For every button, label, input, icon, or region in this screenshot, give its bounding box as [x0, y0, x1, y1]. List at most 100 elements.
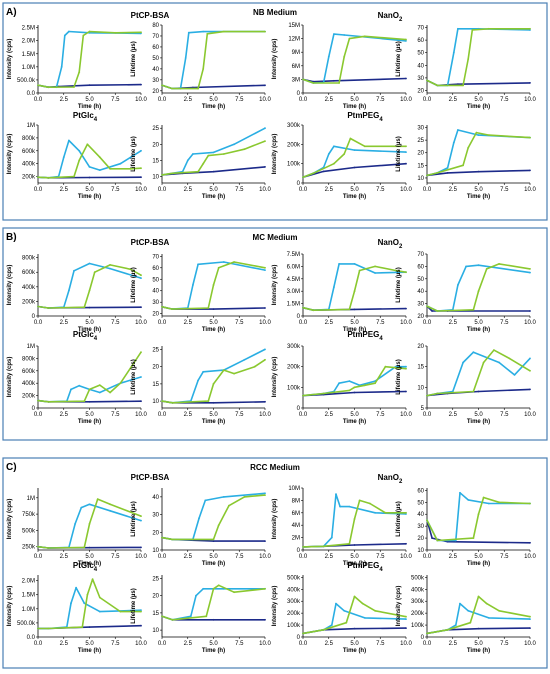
data-point-slow: [477, 513, 480, 516]
data-point-fast: [457, 27, 459, 30]
y-tick-label: 0: [297, 181, 301, 187]
data-point-slow: [140, 351, 142, 354]
y-tick-label: 200k: [22, 299, 36, 305]
data-point-slow: [98, 384, 101, 386]
series-line-slow: [426, 349, 531, 397]
data-point-slow: [343, 153, 346, 155]
data-point-fast: [343, 609, 346, 612]
data-point-slow: [338, 82, 340, 84]
data-point-control: [353, 544, 356, 546]
y-axis-label: Lifetime (µs): [396, 501, 402, 536]
y-tick-label: 0.0: [27, 635, 36, 641]
data-point-fast: [353, 149, 356, 152]
data-point-fast: [330, 536, 333, 539]
data-point-slow: [114, 31, 117, 34]
y-tick-label: 15: [417, 365, 424, 371]
y-tick-label: 10: [417, 176, 424, 182]
series-line-slow: [161, 584, 266, 621]
data-point-slow: [73, 175, 75, 178]
data-point-slow: [349, 137, 352, 140]
x-tick-label: 7.5: [500, 187, 509, 193]
y-tick-label: 500k: [22, 528, 36, 534]
panel-frame: [2, 2, 548, 221]
data-point-control: [264, 84, 266, 87]
data-point-fast: [195, 594, 197, 597]
data-point-fast: [343, 34, 346, 36]
x-tick-label: 5.0: [85, 412, 94, 418]
y-axis-label: Intensity (cps): [7, 134, 13, 175]
data-point-fast: [264, 127, 266, 130]
x-tick-label: 10.0: [259, 187, 271, 193]
x-tick-label: 0.0: [34, 187, 43, 193]
y-axis-label: Intensity (cps): [396, 586, 402, 627]
y-tick-label: 15: [152, 158, 159, 164]
data-point-fast: [204, 499, 207, 502]
data-point-slow: [206, 32, 209, 35]
data-point-slow: [312, 172, 315, 175]
data-point-slow: [353, 518, 356, 520]
x-tick-label: 5.0: [474, 187, 483, 193]
x-tick-label: 2.5: [325, 641, 334, 647]
y-tick-label: 6.0M: [287, 264, 300, 270]
data-point-fast: [264, 492, 266, 495]
x-tick-label: 10.0: [135, 187, 147, 193]
x-axis-label: Time (h): [202, 327, 225, 333]
data-point-slow: [487, 134, 490, 137]
data-point-control: [529, 310, 531, 312]
data-point-fast: [374, 511, 376, 514]
x-axis-label: Time (h): [467, 327, 490, 333]
data-point-slow: [472, 390, 475, 393]
data-point-slow: [83, 306, 86, 309]
data-point-fast: [192, 153, 194, 155]
y-axis-label: Lifetime (µs): [396, 41, 402, 76]
data-point-fast: [202, 370, 205, 373]
data-point-slow: [482, 496, 485, 499]
x-axis-label: Time (h): [343, 104, 366, 110]
data-point-slow: [302, 546, 304, 548]
x-tick-label: 5.0: [474, 554, 483, 560]
y-tick-label: 400k: [411, 587, 425, 593]
data-point-slow: [426, 79, 428, 82]
data-point-slow: [86, 143, 89, 146]
x-tick-label: 5.0: [350, 641, 359, 647]
data-point-fast: [513, 374, 516, 376]
data-point-fast: [462, 361, 464, 364]
y-tick-label: 200k: [411, 611, 425, 617]
y-axis-label: Intensity (cps): [272, 134, 278, 175]
x-tick-label: 2.5: [60, 641, 69, 647]
data-point-slow: [205, 615, 208, 618]
data-point-fast: [88, 166, 91, 168]
data-point-slow: [471, 29, 474, 31]
panel-frame: [2, 227, 548, 441]
data-point-slow: [353, 386, 356, 389]
data-point-fast: [529, 618, 531, 620]
x-tick-label: 7.5: [376, 320, 385, 326]
x-tick-label: 5.0: [350, 412, 359, 418]
panel-label: B): [6, 232, 17, 243]
y-tick-label: 20: [152, 312, 159, 318]
x-tick-label: 0.0: [299, 97, 308, 103]
data-point-slow: [394, 269, 397, 272]
medium-title: MC Medium: [253, 233, 298, 242]
data-point-control: [529, 541, 531, 544]
series-line-control: [302, 162, 407, 178]
data-point-slow: [222, 369, 225, 371]
x-tick-label: 5.0: [85, 97, 94, 103]
data-point-slow: [485, 268, 488, 270]
x-tick-label: 10.0: [400, 97, 412, 103]
x-tick-label: 0.0: [158, 97, 167, 103]
data-point-slow: [302, 306, 304, 309]
data-point-slow: [161, 305, 163, 308]
data-point-fast: [63, 34, 66, 37]
x-tick-label: 10.0: [259, 641, 271, 647]
x-tick-label: 0.0: [423, 320, 432, 326]
data-point-fast: [78, 384, 81, 387]
series-line-fast: [161, 348, 266, 404]
data-point-slow: [171, 538, 174, 541]
y-tick-label: 1M: [27, 496, 35, 502]
series-line-fast: [37, 262, 142, 309]
data-point-fast: [140, 277, 142, 279]
series-line-slow: [161, 494, 266, 541]
data-point-slow: [217, 524, 220, 527]
data-point-control: [405, 542, 407, 545]
